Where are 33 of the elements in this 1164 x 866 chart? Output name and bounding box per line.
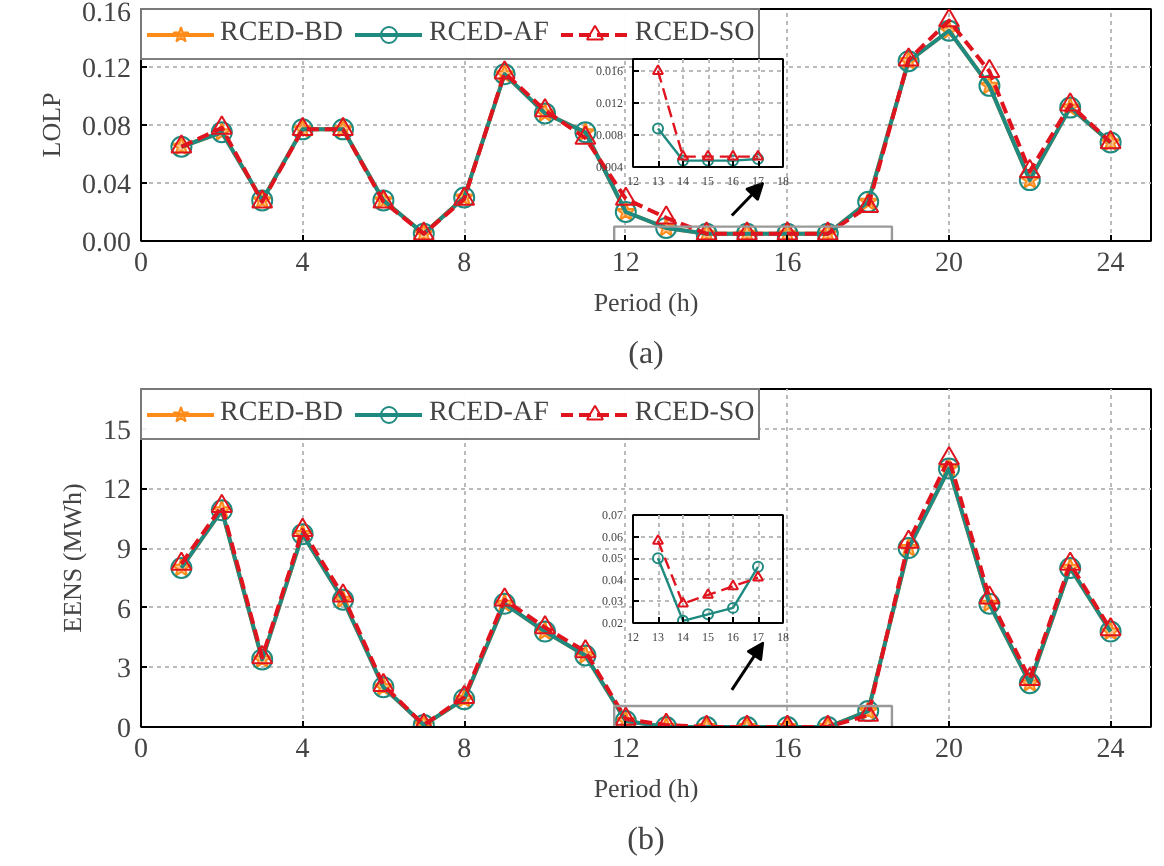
y-tick-label: 12 xyxy=(103,476,131,507)
y-axis-title: LOLP xyxy=(36,92,66,158)
legend-label: RCED-BD xyxy=(220,18,343,50)
y-tick-label: 9 xyxy=(117,536,131,567)
x-tick-label: 8 xyxy=(457,735,472,765)
legend-label: RCED-SO xyxy=(634,18,755,50)
x-tick-label: 24 xyxy=(1096,735,1125,765)
y-tick-label: 0.04 xyxy=(82,171,131,201)
x-axis-title: Period (h) xyxy=(593,773,699,803)
x-tick-label: 16 xyxy=(773,249,802,279)
x-axis-title: Period (h) xyxy=(593,287,699,317)
text: (a) xyxy=(628,337,664,371)
y-tick-label: 15 xyxy=(103,416,131,447)
y-tick-label: 6 xyxy=(117,595,131,626)
legend-label: RCED-AF xyxy=(428,18,549,50)
x-tick-label: 16 xyxy=(773,735,802,765)
y-axis-title: EENS (MWh) xyxy=(57,483,87,633)
legend-label: RCED-AF xyxy=(428,398,549,430)
x-tick-label: 20 xyxy=(935,735,963,765)
y-tick-label: 0.12 xyxy=(82,55,131,85)
y-tick-label: 0.16 xyxy=(82,0,131,29)
x-tick-label: 8 xyxy=(457,249,472,279)
y-tick-label: 0.00 xyxy=(82,229,131,259)
x-tick-label: 24 xyxy=(1096,249,1125,279)
y-tick-label: 0 xyxy=(117,715,131,745)
legend-label: RCED-SO xyxy=(634,398,755,430)
x-tick-label: 4 xyxy=(295,249,310,279)
x-tick-label: 20 xyxy=(935,249,963,279)
text: (b) xyxy=(627,823,665,857)
x-tick-label: 4 xyxy=(295,735,310,765)
y-tick-label: 0.08 xyxy=(82,113,131,143)
y-tick-label: 3 xyxy=(117,655,131,686)
legend-label: RCED-BD xyxy=(220,398,343,430)
